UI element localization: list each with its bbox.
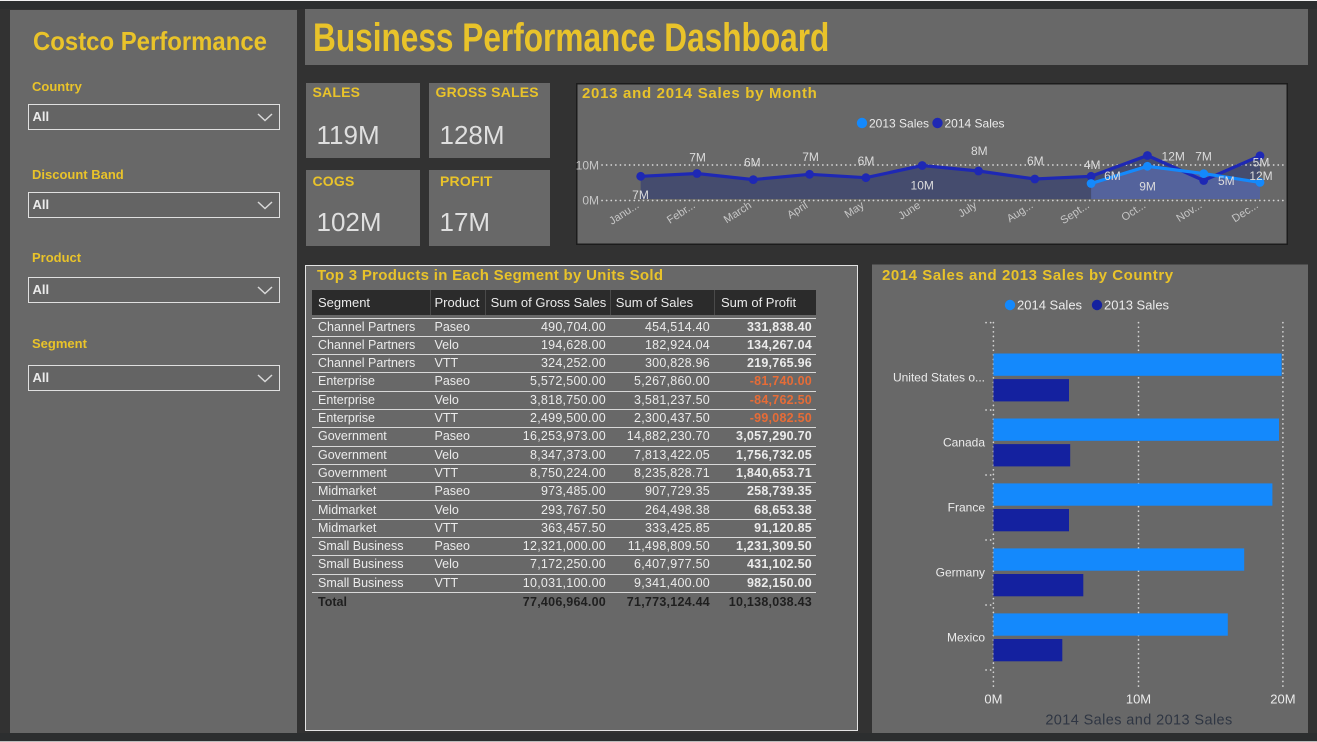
svg-text:Canada: Canada <box>943 436 985 450</box>
svg-text:8M: 8M <box>971 144 988 158</box>
svg-text:2013 Sales: 2013 Sales <box>869 116 929 130</box>
svg-text:10M: 10M <box>911 178 934 192</box>
svg-text:7M: 7M <box>802 150 819 164</box>
svg-text:5M: 5M <box>1218 174 1235 188</box>
svg-text:Germany: Germany <box>936 566 985 580</box>
svg-text:12M: 12M <box>1162 150 1185 164</box>
svg-text:6M: 6M <box>1027 154 1044 168</box>
svg-text:7M: 7M <box>1195 150 1212 164</box>
svg-text:0M: 0M <box>582 194 599 208</box>
svg-text:2014 Sales: 2014 Sales <box>945 116 1005 130</box>
svg-text:10M: 10M <box>1126 692 1151 707</box>
svg-text:12M: 12M <box>1249 169 1272 183</box>
svg-text:2013 Sales: 2013 Sales <box>1104 298 1170 313</box>
svg-text:9M: 9M <box>1139 179 1156 193</box>
svg-text:6M: 6M <box>1104 169 1121 183</box>
svg-text:20M: 20M <box>1270 692 1295 707</box>
svg-text:2014 Sales and 2013 Sales by C: 2014 Sales and 2013 Sales by Country <box>882 267 1174 284</box>
svg-text:6M: 6M <box>858 154 875 168</box>
svg-text:0M: 0M <box>984 692 1002 707</box>
svg-text:France: France <box>948 501 986 515</box>
svg-text:10M: 10M <box>576 159 599 173</box>
svg-text:7M: 7M <box>689 150 706 164</box>
svg-text:4M: 4M <box>1084 158 1101 172</box>
svg-text:6M: 6M <box>744 156 761 170</box>
svg-text:5M: 5M <box>1253 156 1270 170</box>
svg-text:Mexico: Mexico <box>947 631 985 645</box>
svg-text:7M: 7M <box>632 188 649 202</box>
svg-text:United States o...: United States o... <box>893 371 985 385</box>
svg-text:2013 and 2014 Sales by Month: 2013 and 2014 Sales by Month <box>582 85 818 102</box>
svg-text:2014 Sales and 2013 Sales: 2014 Sales and 2013 Sales <box>1045 712 1232 728</box>
svg-text:2014 Sales: 2014 Sales <box>1017 298 1083 313</box>
